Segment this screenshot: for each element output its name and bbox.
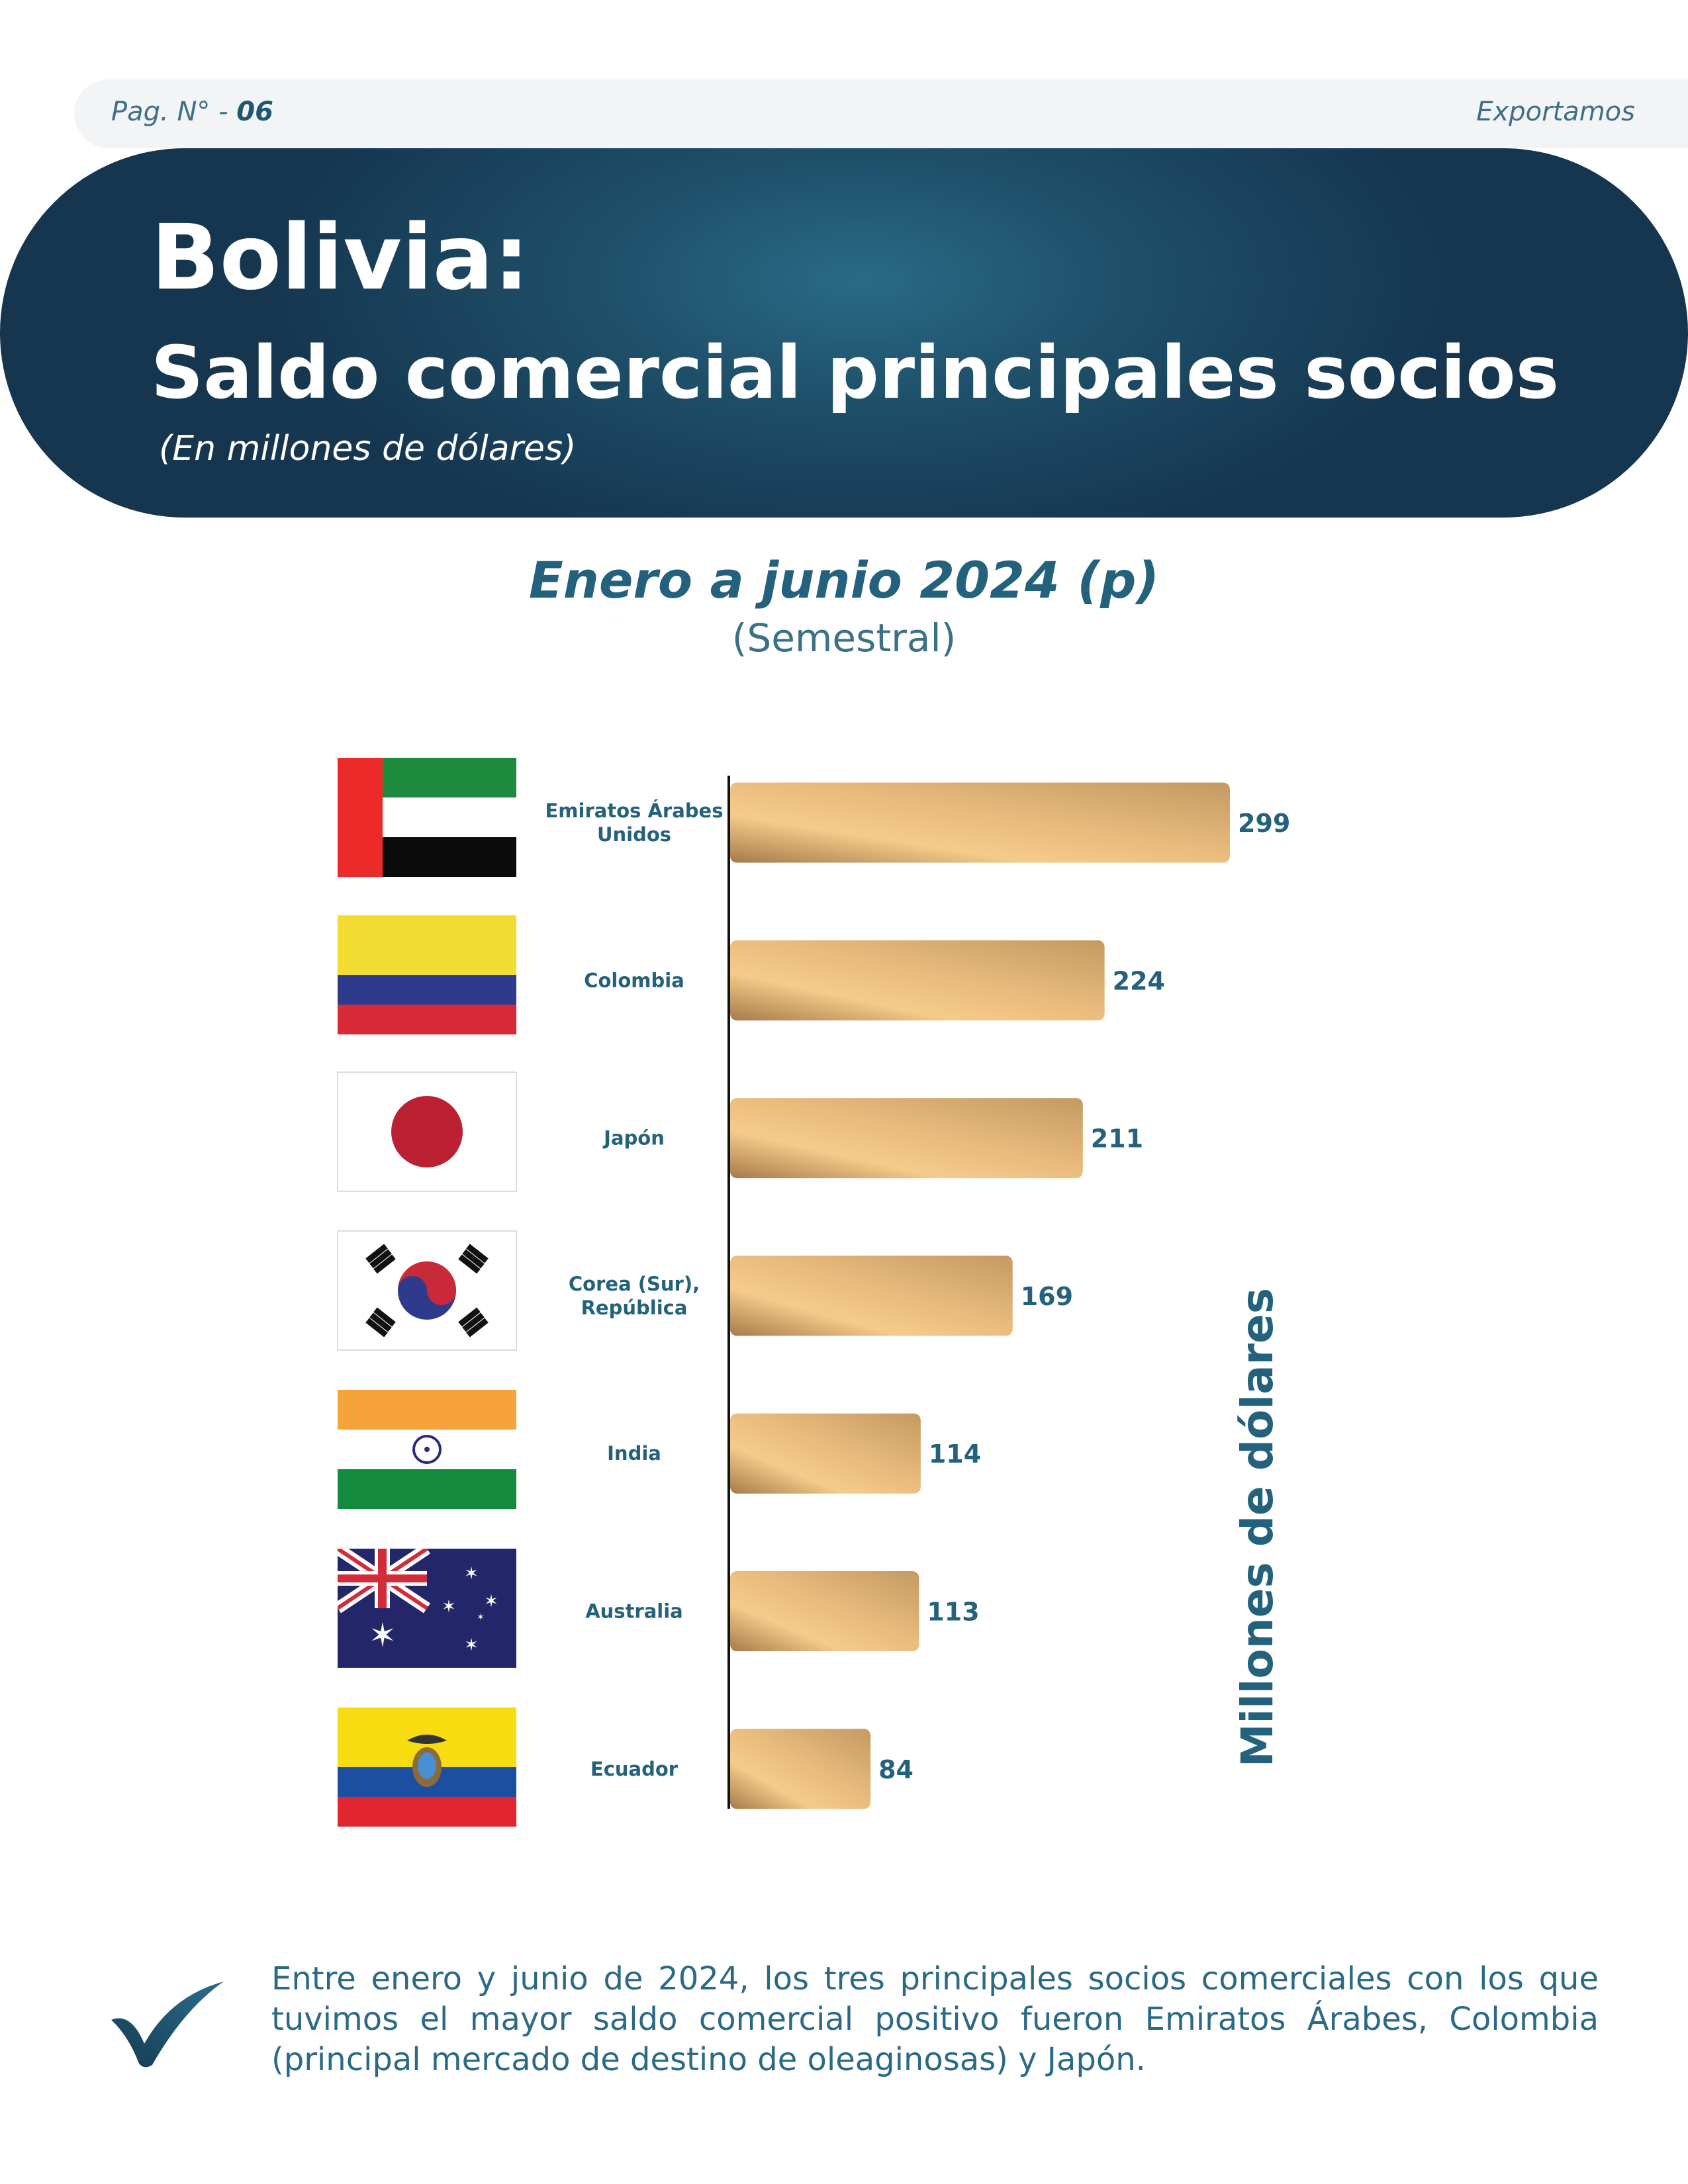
bar-0 [730, 782, 1230, 863]
page-subtitle: Saldo comercial principales socios [151, 330, 1560, 415]
page-number-label: Pag. N° - 06 [111, 97, 273, 127]
south-korea-flag [337, 1230, 517, 1351]
svg-text:✶: ✶ [484, 1592, 498, 1612]
category-label-1: Colombia [584, 969, 684, 991]
category-label-6: Ecuador [590, 1758, 679, 1780]
svg-text:✶: ✶ [464, 1635, 479, 1655]
title-banner: Bolivia: Saldo comercial principales soc… [0, 148, 1688, 518]
category-label-3: Corea (Sur), República [569, 1273, 700, 1319]
svg-text:✶: ✶ [442, 1597, 456, 1617]
category-label-4: India [607, 1442, 661, 1465]
bar-3 [730, 1255, 1013, 1336]
bar-4 [730, 1413, 921, 1494]
note-line: Entre enero y junio de 2024, los tres pr… [271, 1960, 1599, 1997]
note-line: (principal mercado de destino de oleagin… [271, 2041, 1146, 2078]
australia-flag: ✶ ✶ ✶ ✶ ✶ ✶ [338, 1549, 516, 1668]
svg-text:✶: ✶ [369, 1616, 397, 1655]
value-label-2: 211 [1091, 1124, 1143, 1154]
y-axis-label-wrap: Millones de dólares [1225, 1276, 1489, 1767]
value-label-0: 299 [1238, 809, 1290, 838]
value-label-4: 114 [929, 1439, 981, 1469]
colombia-flag [338, 915, 516, 1034]
note-line: tuvimos el mayor saldo comercial positiv… [271, 2001, 1599, 2038]
y-axis-label: Millones de dólares [1232, 1287, 1283, 1768]
value-label-1: 224 [1113, 966, 1165, 995]
category-label-2: Japón [602, 1127, 665, 1150]
bar-1 [730, 940, 1105, 1021]
japan-flag [337, 1071, 517, 1192]
india-flag [338, 1390, 516, 1509]
period-subtitle: (Semestral) [731, 615, 957, 660]
page-header-bar: Pag. N° - 06 Exportamos [74, 79, 1688, 148]
svg-text:✶: ✶ [464, 1564, 479, 1584]
bar-chart: ✶ ✶ ✶ ✶ ✶ ✶ Emiratos Árabes Unidos Colombi… [337, 758, 1290, 1827]
bar-2 [730, 1098, 1083, 1179]
period-title: Enero a junio 2024 (p) [528, 551, 1160, 610]
ecuador-flag [338, 1707, 516, 1827]
section-name: Exportamos [1476, 97, 1635, 127]
unit-note: (En millones de dólares) [159, 429, 577, 469]
value-label-6: 84 [878, 1755, 914, 1784]
value-label-3: 169 [1021, 1282, 1073, 1311]
checkmark-icon [111, 1981, 224, 2068]
page-title: Bolivia: [151, 206, 530, 310]
uae-flag [338, 758, 516, 877]
summary-note: Entre enero y junio de 2024, los tres pr… [271, 1959, 1599, 2080]
bar-6 [730, 1729, 871, 1809]
category-label-0: Emiratos Árabes Unidos [545, 799, 724, 846]
category-label-5: Australia [585, 1600, 683, 1623]
value-label-5: 113 [927, 1598, 979, 1627]
svg-text:✶: ✶ [477, 1612, 485, 1623]
bar-5 [730, 1571, 919, 1651]
